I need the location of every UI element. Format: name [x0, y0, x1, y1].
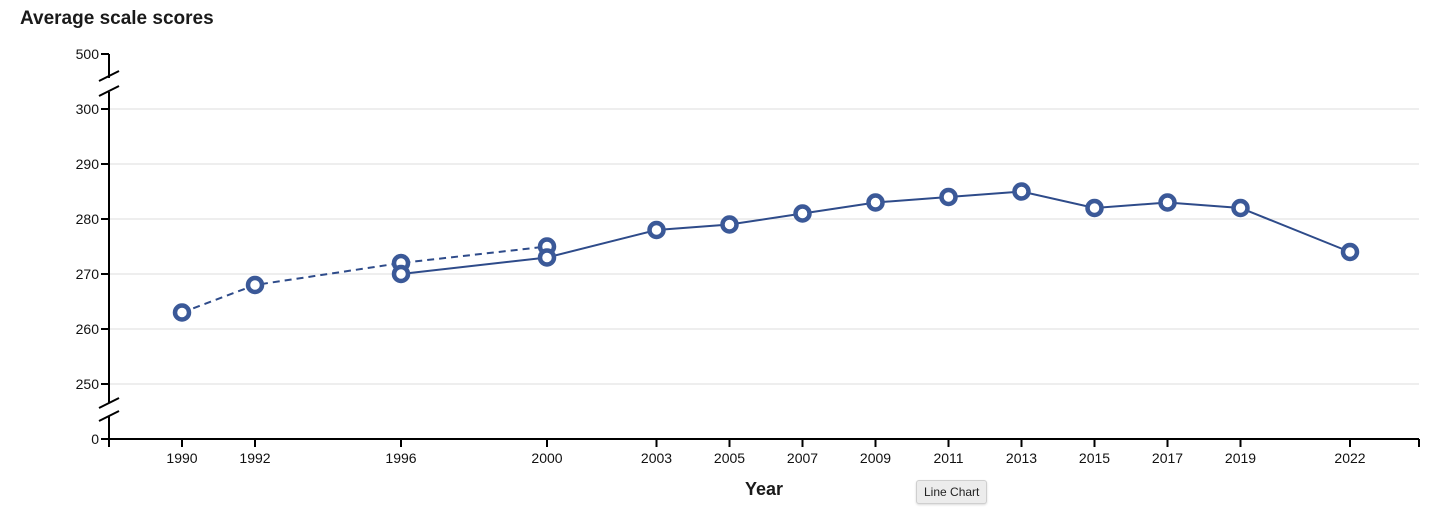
y-tick-label-500: 500	[76, 46, 100, 62]
data-point-solid-2007	[793, 204, 812, 223]
data-point-solid-2015	[1085, 198, 1104, 218]
series-line-dashed	[181, 245, 548, 314]
data-points	[172, 182, 1360, 322]
x-tick-label-2011: 2011	[933, 450, 963, 466]
chart-type-tooltip: Line Chart	[916, 480, 988, 504]
x-tick-label-2005: 2005	[714, 450, 745, 466]
y-axis-break-mark	[98, 397, 120, 409]
axes: 0 250 260 270 280 290 300 500 1990 1992 1996 2000 20…	[76, 46, 1420, 466]
y-tick-label-250: 250	[76, 376, 100, 392]
x-tick-label-2022: 2022	[1334, 450, 1365, 466]
series-lines	[181, 190, 1351, 314]
data-point-solid-2017	[1158, 193, 1177, 212]
y-axis-break-mark	[98, 85, 120, 97]
y-tick-label-290: 290	[76, 156, 100, 172]
x-tick-label-2013: 2013	[1006, 450, 1037, 466]
x-tick-label-2019: 2019	[1225, 450, 1256, 466]
y-tick-label-300: 300	[76, 101, 100, 117]
data-point-solid-2005	[720, 215, 739, 234]
data-point-dashed-1990	[172, 303, 192, 322]
y-tick-label-270: 270	[76, 266, 100, 282]
y-tick-label-280: 280	[76, 211, 100, 227]
data-point-solid-1996	[391, 264, 411, 284]
x-tick-label-1996: 1996	[385, 450, 416, 466]
data-point-solid-2011	[939, 187, 958, 207]
chart-title: Average scale scores	[20, 8, 214, 29]
x-tick-label-2000: 2000	[531, 450, 562, 466]
y-tick-label-0: 0	[91, 431, 99, 447]
data-point-solid-2013	[1012, 182, 1031, 201]
data-point-solid-2009	[866, 193, 885, 212]
data-point-solid-2003	[647, 220, 666, 240]
y-axis-break-mark	[98, 70, 120, 82]
x-tick-label-1992: 1992	[239, 450, 270, 466]
grid-lines	[109, 108, 1419, 385]
x-tick-label-2017: 2017	[1152, 450, 1183, 466]
x-tick-label-2007: 2007	[787, 450, 818, 466]
x-tick-label-2015: 2015	[1079, 450, 1110, 466]
x-tick-label-1990: 1990	[166, 450, 197, 466]
series-line-solid	[400, 190, 1351, 275]
x-tick-label-2009: 2009	[860, 450, 891, 466]
y-tick-label-260: 260	[76, 321, 100, 337]
x-axis-label: Year	[745, 479, 783, 499]
y-axis-break-mark	[98, 410, 120, 422]
data-point-solid-2019	[1231, 198, 1250, 218]
data-point-solid-2022	[1340, 242, 1360, 262]
data-point-solid-2000	[537, 248, 557, 267]
data-point-dashed-1992	[245, 275, 265, 295]
x-tick-label-2003: 2003	[641, 450, 672, 466]
